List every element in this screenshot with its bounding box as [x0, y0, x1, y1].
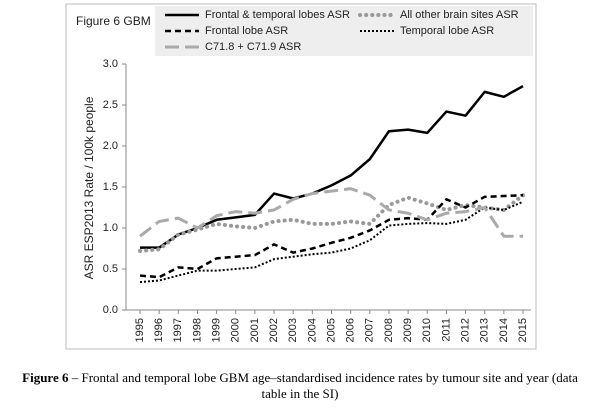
x-tick-label: 2015: [517, 318, 529, 342]
series-line: [139, 193, 524, 279]
x-tick-label: 2012: [459, 318, 471, 342]
chart-frame: [65, 3, 537, 350]
x-tick-label: 2008: [383, 318, 395, 342]
chart: Figure 6 GBM ASR ESP2013 Rate / 100k peo…: [65, 3, 537, 350]
x-tick-label: 1998: [191, 318, 203, 342]
legend-label: Frontal & temporal lobes ASR: [205, 9, 350, 21]
legend-label: All other brain sites ASR: [400, 9, 519, 21]
legend-label: Frontal lobe ASR: [205, 25, 288, 37]
x-tick-label: 2014: [498, 318, 510, 342]
y-tick-label: 0.0: [103, 304, 118, 316]
x-tick-label: 2009: [402, 318, 414, 342]
x-tick-label: 2004: [306, 318, 318, 342]
caption-text: – Frontal and temporal lobe GBM age–stan…: [68, 370, 578, 401]
x-tick-label: 1999: [211, 318, 223, 342]
x-tick-label: 2007: [364, 318, 376, 342]
x-tick-label: 2002: [268, 318, 280, 342]
caption: Figure 6 – Frontal and temporal lobe GBM…: [20, 370, 580, 402]
series-line: [139, 187, 523, 238]
series-line: [138, 193, 525, 253]
x-tick-label: 2005: [325, 318, 337, 342]
x-tick-label: 2011: [440, 318, 452, 342]
x-tick-label: 1996: [153, 318, 165, 342]
legend-box: [155, 6, 533, 56]
x-tick-label: 2006: [345, 318, 357, 342]
caption-label: Figure 6: [22, 370, 69, 385]
y-axis-label: ASR ESP2013 Rate / 100k people: [82, 96, 96, 279]
y-tick-label: 1.5: [103, 181, 118, 193]
y-tick-label: 3.0: [103, 58, 118, 70]
chart-title: Figure 6 GBM: [76, 14, 151, 28]
legend-label: Temporal lobe ASR: [400, 25, 494, 37]
y-tick-label: 2.0: [103, 140, 118, 152]
x-tick-label: 2001: [249, 318, 261, 342]
x-tick-label: 1995: [134, 318, 146, 342]
x-tick-label: 2013: [479, 318, 491, 342]
x-tick-label: 2000: [230, 318, 242, 342]
y-tick-label: 0.5: [103, 263, 118, 275]
y-tick-label: 2.5: [103, 99, 118, 111]
x-tick-label: 1997: [172, 318, 184, 342]
x-tick-label: 2003: [287, 318, 299, 342]
series-line: [139, 200, 524, 284]
y-tick-label: 1.0: [103, 222, 118, 234]
legend-label: C71.8 + C71.9 ASR: [205, 41, 301, 53]
x-tick-label: 2010: [421, 318, 433, 342]
